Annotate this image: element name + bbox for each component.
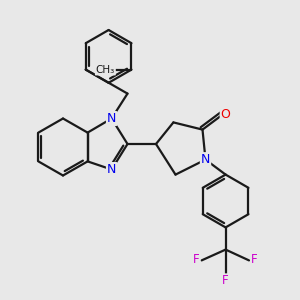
Text: N: N bbox=[107, 112, 116, 125]
Text: N: N bbox=[107, 163, 116, 176]
Text: O: O bbox=[221, 108, 230, 121]
Text: N: N bbox=[201, 153, 210, 166]
Text: F: F bbox=[193, 253, 200, 266]
Text: F: F bbox=[222, 274, 229, 287]
Text: CH₃: CH₃ bbox=[96, 64, 115, 75]
Text: F: F bbox=[251, 253, 258, 266]
